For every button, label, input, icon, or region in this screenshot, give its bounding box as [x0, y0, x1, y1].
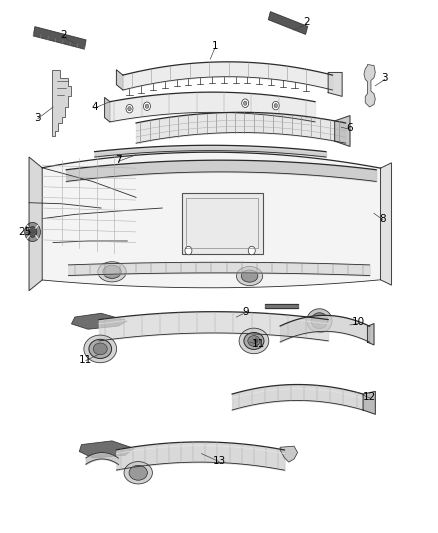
Ellipse shape — [84, 335, 117, 363]
Ellipse shape — [244, 333, 264, 350]
Circle shape — [25, 222, 40, 241]
Circle shape — [128, 107, 131, 111]
Polygon shape — [328, 72, 342, 96]
Polygon shape — [105, 98, 110, 122]
Text: 6: 6 — [346, 123, 353, 133]
Ellipse shape — [307, 309, 332, 333]
Text: 25: 25 — [18, 227, 32, 237]
Text: 8: 8 — [379, 214, 386, 224]
Text: 11: 11 — [252, 338, 265, 349]
Ellipse shape — [237, 266, 263, 286]
Text: 12: 12 — [363, 392, 376, 402]
Circle shape — [185, 246, 192, 255]
Circle shape — [244, 101, 247, 106]
Text: 3: 3 — [381, 73, 388, 83]
Text: 13: 13 — [212, 456, 226, 465]
Ellipse shape — [124, 462, 152, 484]
Polygon shape — [33, 27, 86, 49]
Circle shape — [28, 227, 37, 237]
Text: 9: 9 — [242, 306, 248, 317]
Circle shape — [272, 101, 279, 110]
FancyBboxPatch shape — [182, 192, 263, 254]
Circle shape — [126, 104, 133, 113]
Circle shape — [274, 103, 278, 108]
Ellipse shape — [239, 328, 269, 354]
Polygon shape — [364, 64, 375, 107]
Circle shape — [242, 99, 249, 108]
Ellipse shape — [129, 465, 148, 480]
Ellipse shape — [89, 340, 112, 359]
Ellipse shape — [311, 313, 328, 329]
Polygon shape — [117, 70, 123, 90]
Polygon shape — [367, 324, 374, 345]
Circle shape — [248, 246, 255, 255]
Polygon shape — [52, 70, 71, 136]
Ellipse shape — [103, 265, 121, 278]
Circle shape — [144, 102, 150, 110]
Text: 4: 4 — [91, 102, 98, 112]
Polygon shape — [335, 116, 350, 147]
Circle shape — [254, 339, 258, 343]
Ellipse shape — [93, 343, 107, 355]
Polygon shape — [381, 163, 392, 285]
Text: 11: 11 — [79, 354, 92, 365]
Ellipse shape — [241, 270, 258, 282]
Text: 2: 2 — [61, 30, 67, 41]
Polygon shape — [280, 446, 297, 462]
Text: 10: 10 — [352, 317, 365, 327]
Text: 1: 1 — [211, 41, 218, 51]
Polygon shape — [268, 12, 308, 35]
Polygon shape — [71, 313, 127, 329]
Polygon shape — [42, 152, 381, 288]
Text: 3: 3 — [35, 112, 41, 123]
Polygon shape — [79, 441, 134, 458]
Text: 7: 7 — [115, 155, 122, 165]
Polygon shape — [29, 157, 42, 290]
Ellipse shape — [98, 262, 126, 282]
Text: 2: 2 — [303, 17, 310, 27]
Polygon shape — [363, 391, 375, 414]
Ellipse shape — [248, 336, 260, 346]
Circle shape — [145, 104, 149, 108]
